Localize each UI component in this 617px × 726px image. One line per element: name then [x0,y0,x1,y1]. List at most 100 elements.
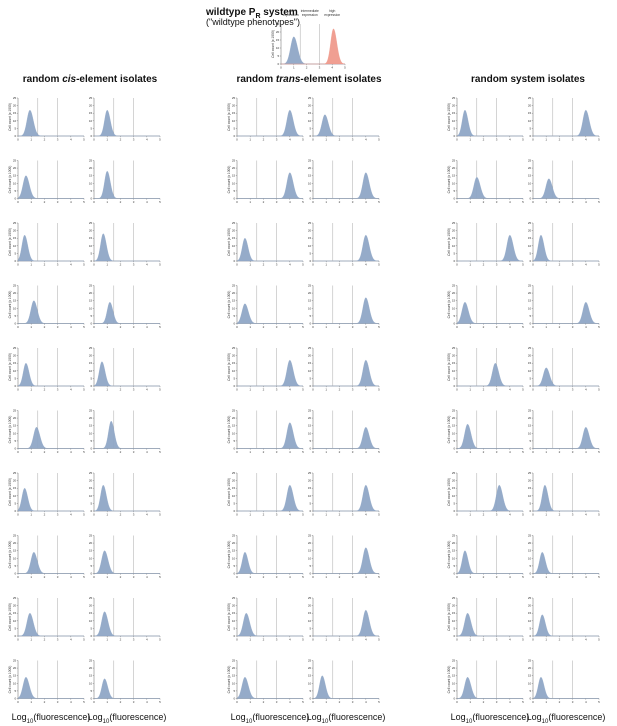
y-tick-label: 5 [530,564,532,568]
y-tick-label: 10 [276,46,280,50]
y-tick-label: 5 [530,314,532,318]
x-tick-label: 4 [509,513,511,517]
group-title-system: random system isolates [471,74,585,85]
y-tick-label: 0 [91,447,93,451]
y-tick-label: 25 [13,221,17,225]
x-tick-label: 2 [339,325,341,329]
x-tick-label: 0 [456,450,458,454]
x-tick-label: 2 [120,575,122,579]
y-axis-label: Cell count (x 1000) [227,478,231,506]
y-tick-label: 20 [276,30,280,34]
x-tick-label: 0 [456,575,458,579]
x-tick-label: 1 [469,575,471,579]
x-tick-label: 3 [276,700,278,704]
x-tick-label: 4 [289,263,291,267]
y-tick-label: 15 [232,549,236,553]
y-tick-label: 15 [308,361,312,365]
x-tick-label: 3 [57,200,59,204]
y-tick-label: 0 [310,322,312,326]
y-tick-label: 20 [232,479,236,483]
y-tick-label: 25 [308,221,312,225]
x-tick-label: 1 [30,388,32,392]
y-tick-label: 15 [528,236,532,240]
y-tick-label: 20 [528,416,532,420]
x-tick-label: 0 [532,263,534,267]
group-title-cis-pre: random [23,74,62,85]
x-tick-label: 1 [249,388,251,392]
panel-g2-r1-c2: 0 5 10 15 20 25 0 1 2 3 4 5 [308,96,380,142]
y-tick-label: 5 [91,251,93,255]
x-tick-label: 1 [106,263,108,267]
y-tick-label: 25 [13,409,17,413]
x-tick-label: 2 [559,200,561,204]
x-tick-label: 2 [120,700,122,704]
y-tick-label: 10 [13,681,17,685]
x-tick-label: 5 [378,263,380,267]
y-tick-label: 0 [15,322,17,326]
header-title-subscript: R [255,13,260,20]
x-tick-label: 2 [120,513,122,517]
x-tick-label: 1 [469,200,471,204]
y-tick-label: 0 [234,322,236,326]
y-tick-label: 20 [89,104,93,108]
y-tick-label: 20 [452,604,456,608]
y-tick-label: 5 [310,689,312,693]
x-tick-label: 0 [236,700,238,704]
y-tick-label: 0 [91,197,93,201]
y-tick-label: 15 [89,549,93,553]
panel-g3-r7-c2: 0 5 10 15 20 25 0 1 2 3 4 5 [528,471,600,517]
y-tick-label: 5 [454,189,456,193]
y-tick-label: 25 [452,471,456,475]
y-axis-label: Cell count (x 1000) [227,103,231,131]
y-tick-label: 15 [308,549,312,553]
y-tick-label: 20 [308,354,312,358]
y-tick-label: 5 [91,439,93,443]
x-tick-label: 4 [365,638,367,642]
y-tick-label: 25 [308,596,312,600]
x-tick-label: 4 [585,513,587,517]
x-tick-label: 4 [289,513,291,517]
y-tick-label: 0 [454,259,456,263]
y-tick-label: 15 [528,549,532,553]
x-tick-label: 1 [249,263,251,267]
y-tick-label: 5 [454,251,456,255]
y-axis-label: Cell count (x 1000) [8,353,12,381]
x-tick-label: 3 [133,138,135,142]
y-tick-label: 20 [528,291,532,295]
x-tick-label: 4 [289,325,291,329]
x-tick-label: 2 [483,388,485,392]
y-tick-label: 0 [310,134,312,138]
y-tick-label: 10 [13,244,17,248]
y-tick-label: 10 [308,619,312,623]
histogram-series-1 [18,300,84,324]
y-tick-label: 20 [89,604,93,608]
x-tick-label: 2 [483,638,485,642]
x-tick-label: 0 [312,200,314,204]
y-tick-label: 0 [234,197,236,201]
y-axis-label: Cell count (x 1000) [8,416,12,444]
x-tick-label: 2 [483,513,485,517]
histogram-series-1 [457,177,523,199]
y-tick-label: 20 [232,104,236,108]
x-tick-label: 0 [312,575,314,579]
x-tick-label: 1 [469,138,471,142]
y-tick-label: 10 [13,431,17,435]
y-tick-label: 0 [530,134,532,138]
histogram-series-1 [313,427,380,449]
y-tick-label: 0 [454,572,456,576]
x-tick-label: 4 [585,450,587,454]
x-tick-label: 1 [469,450,471,454]
y-axis-label: Cell count (x 1000) [447,478,451,506]
y-tick-label: 0 [454,509,456,513]
histogram-series-1 [18,427,84,449]
y-tick-label: 5 [15,689,17,693]
header: wildtype PR system ("wildtype phenotypes… [205,7,300,27]
x-tick-label: 1 [325,138,327,142]
